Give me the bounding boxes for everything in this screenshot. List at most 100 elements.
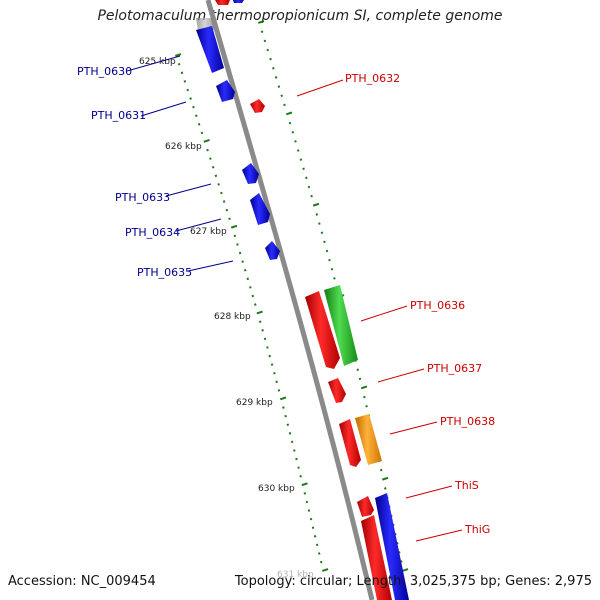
major-tick [402,568,409,572]
minor-tick [260,30,264,34]
minor-tick [206,148,209,152]
minor-tick [272,67,275,70]
minor-tick [303,492,307,495]
gene-label-thig[interactable]: ThiG [464,523,490,536]
minor-tick [323,240,326,244]
minor-tick [330,267,334,271]
minor-tick [315,213,319,216]
minor-tick [299,158,303,161]
minor-tick [209,157,212,160]
minor-tick [290,440,294,444]
blue-gene-arrow [216,80,235,102]
scale-label: 628 kbp [214,312,251,322]
blue-gene-arrow [265,241,280,260]
genome-summary-text: Topology: circular; Length: 3,025,375 bp… [234,574,592,589]
minor-tick [294,140,297,143]
red-gene-arrow [361,515,392,600]
minor-tick [333,277,336,280]
minor-tick [291,130,295,134]
minor-tick [296,149,300,152]
red-gene-arrow [250,99,265,113]
gene-label-pth-0630[interactable]: PTH_0630 [77,65,132,78]
minor-tick [241,260,244,263]
minor-tick [236,243,239,246]
label-leader [175,218,222,232]
gene-label-pth-0636[interactable]: PTH_0636 [410,299,465,312]
blue-gene-arrow [250,193,270,225]
label-leader [415,529,463,542]
minor-tick [192,105,195,109]
accession-text: Accession: NC_009454 [8,574,156,589]
blue-gene-arrow [375,493,409,600]
minor-tick [263,337,267,341]
major-tick [286,111,293,116]
label-leader [126,55,181,72]
minor-tick [277,389,281,392]
major-tick [360,385,368,390]
minor-tick [220,191,223,195]
minor-tick [254,303,257,306]
minor-tick [379,468,383,472]
forward-gene-labels: PTH_0630 PTH_0631 PTH_0633 PTH_0634 PTH_… [77,55,234,279]
minor-tick [214,174,218,178]
major-tick [256,310,263,315]
minor-tick [297,466,300,469]
minor-tick [180,71,184,75]
minor-tick [318,222,321,225]
gene-label-pth-0635[interactable]: PTH_0635 [137,266,192,279]
minor-tick [311,526,315,529]
gene-label-pth-0638[interactable]: PTH_0638 [440,415,495,428]
label-leader [389,421,438,435]
minor-tick [238,251,242,255]
scale-label: 631 kbp [277,570,314,580]
major-tick [175,53,182,57]
minor-tick [217,183,220,186]
minor-tick [288,121,292,125]
minor-tick [356,368,360,371]
minor-tick [233,234,237,238]
minor-tick [222,200,226,203]
gene-label-this[interactable]: ThiS [454,479,479,492]
minor-tick [243,268,247,272]
gene-label-pth-0634[interactable]: PTH_0634 [125,226,180,239]
red-gene-arrow [328,378,346,403]
genome-backbone [205,0,375,600]
label-leader [405,485,453,499]
minor-tick [325,249,329,253]
scale-labels: 625 kbp 626 kbp 627 kbp 628 kbp 629 kbp … [139,57,314,580]
minor-tick [363,395,366,399]
scale-label: 630 kbp [258,484,295,494]
minor-tick [384,487,387,490]
minor-tick [317,552,321,555]
minor-tick [305,500,309,504]
minor-tick [274,76,278,79]
minor-tick [305,176,308,180]
major-tick [312,202,320,207]
minor-tick [195,114,198,117]
minor-tick [313,535,317,538]
red-gene-arrow [357,496,374,517]
minor-tick [200,131,204,135]
minor-tick [258,320,262,323]
minor-tick [307,185,311,189]
gene-label-pth-0637[interactable]: PTH_0637 [427,362,482,375]
gene-label-pth-0633[interactable]: PTH_0633 [115,191,170,204]
minor-tick [288,432,292,435]
minor-tick [177,62,181,66]
minor-tick [268,354,271,358]
minor-tick [328,258,331,262]
blue-gene-arrow [233,0,244,3]
minor-tick [283,103,286,107]
gene-label-pth-0631[interactable]: PTH_0631 [91,109,146,122]
minor-tick [320,231,324,234]
minor-tick [315,543,319,547]
minor-tick [251,294,255,298]
major-tick [258,20,265,24]
minor-tick [284,414,287,418]
blue-gene-arrow [242,163,259,184]
gene-label-pth-0632[interactable]: PTH_0632 [345,72,400,85]
blue-gene-arrow [196,26,224,73]
minor-tick [302,167,305,171]
minor-tick [211,165,215,169]
minor-tick [270,363,274,366]
